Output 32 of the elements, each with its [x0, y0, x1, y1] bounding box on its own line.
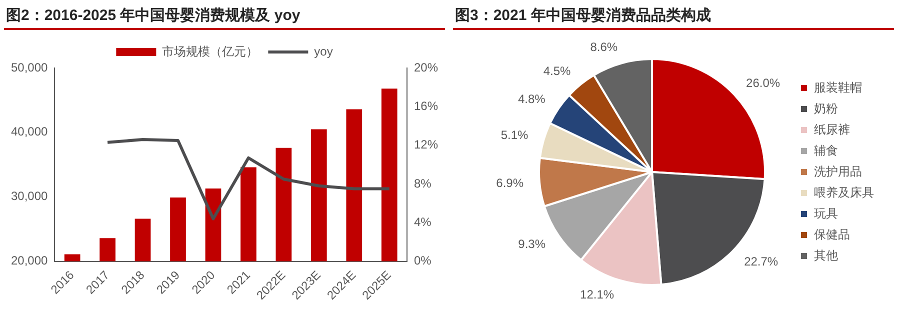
y-tick-label: 20,000: [11, 254, 48, 268]
legend-label: 纸尿裤: [814, 122, 850, 136]
data-label: 9.3%: [518, 237, 546, 252]
y2-tick-label: 12%: [414, 138, 438, 152]
y2-tick-label: 8%: [414, 176, 432, 190]
data-label: 12.1%: [580, 288, 614, 302]
data-label: 26.0%: [746, 76, 780, 90]
y2-tick-label: 20%: [414, 60, 438, 74]
chart-title: 图2：2016-2025 年中国母婴消费规模及 yoy: [4, 0, 445, 30]
y2-tick-label: 4%: [414, 214, 432, 229]
legend-label: 辅食: [814, 143, 838, 158]
y-tick-label: 40,000: [11, 124, 48, 139]
legend-label: 其他: [814, 248, 838, 262]
data-label: 6.9%: [496, 176, 524, 190]
legend-label: 喂养及床具: [814, 185, 874, 200]
legend-label: 玩具: [814, 206, 838, 220]
y-tick-label: 50,000: [11, 60, 48, 74]
data-label: 4.5%: [543, 64, 572, 78]
legend-label: 市场规模（亿元）: [162, 44, 258, 58]
legend-label: 保健品: [814, 227, 850, 242]
legend-label: 奶粉: [814, 101, 838, 116]
legend-label: 服装鞋帽: [814, 80, 862, 94]
data-label: 5.1%: [500, 128, 529, 142]
legend-label: 洗护用品: [814, 164, 862, 178]
data-label: 4.8%: [518, 92, 546, 106]
y2-tick-label: 0%: [414, 254, 432, 268]
data-label: 8.6%: [590, 40, 618, 54]
legend-label: yoy: [314, 44, 333, 58]
y-tick-label: 30,000: [11, 189, 48, 204]
y2-tick-label: 16%: [414, 98, 438, 113]
chart-title: 图3：2021 年中国母婴消费品品类构成: [453, 0, 894, 30]
data-label: 22.7%: [744, 254, 778, 269]
